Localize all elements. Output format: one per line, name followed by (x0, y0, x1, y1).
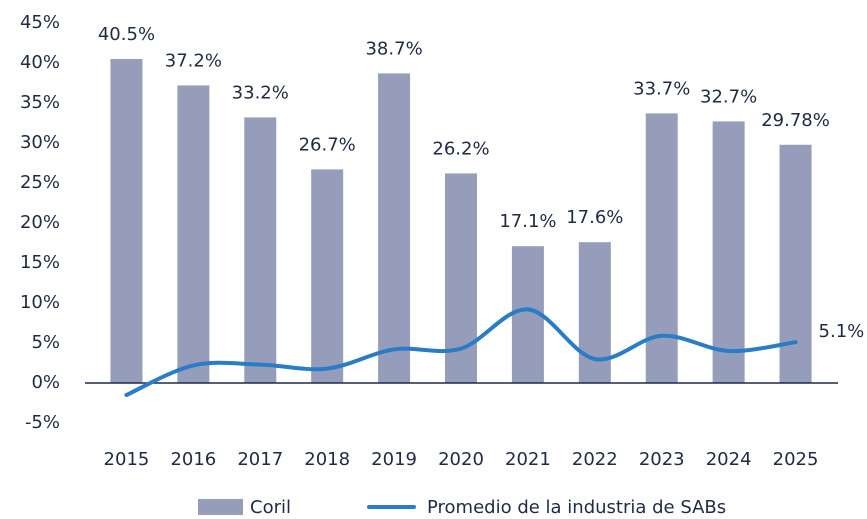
data-label: 38.7% (365, 38, 422, 59)
y-tick-label: -5% (25, 412, 60, 433)
legend-label: Coril (250, 497, 291, 518)
data-label: 37.2% (165, 50, 222, 71)
y-tick-label: 20% (20, 212, 60, 233)
x-tick-label: 2023 (639, 449, 685, 470)
y-tick-label: 30% (20, 132, 60, 153)
x-tick-label: 2020 (438, 449, 484, 470)
data-label: 5.1% (819, 321, 865, 342)
y-tick-label: 10% (20, 292, 60, 313)
bar (645, 113, 678, 384)
x-tick-label: 2019 (371, 449, 417, 470)
legend-swatch (198, 499, 243, 515)
data-label: 26.2% (432, 138, 489, 159)
y-tick-label: 0% (31, 372, 60, 393)
bar (177, 85, 210, 384)
y-tick-label: 15% (20, 252, 60, 273)
data-label: 40.5% (98, 24, 155, 45)
x-tick-label: 2021 (505, 449, 551, 470)
y-tick-label: 40% (20, 52, 60, 73)
x-tick-label: 2024 (706, 449, 752, 470)
y-tick-label: 25% (20, 172, 60, 193)
bar (779, 144, 812, 383)
data-label: 26.7% (299, 134, 356, 155)
x-tick-label: 2018 (304, 449, 350, 470)
bar (712, 121, 745, 384)
bar (311, 169, 344, 383)
bar (110, 59, 143, 383)
line (124, 307, 798, 397)
data-label: 32.7% (700, 86, 757, 107)
x-tick-label: 2025 (773, 449, 819, 470)
data-label: 33.2% (232, 82, 289, 103)
data-label: 17.1% (499, 211, 556, 232)
y-tick-label: 5% (31, 332, 60, 353)
x-tick-label: 2017 (237, 449, 283, 470)
data-label: 17.6% (566, 207, 623, 228)
x-tick-label: 2016 (170, 449, 216, 470)
y-tick-label: 35% (20, 92, 60, 113)
x-tick-label: 2015 (104, 449, 150, 470)
bar (378, 73, 411, 384)
data-label: 33.7% (633, 78, 690, 99)
bar (244, 117, 277, 384)
legend-label: Promedio de la industria de SABs (427, 497, 726, 518)
bar (578, 242, 611, 383)
data-label: 29.78% (761, 110, 830, 131)
x-tick-label: 2022 (572, 449, 618, 470)
y-tick-label: 45% (20, 12, 60, 33)
